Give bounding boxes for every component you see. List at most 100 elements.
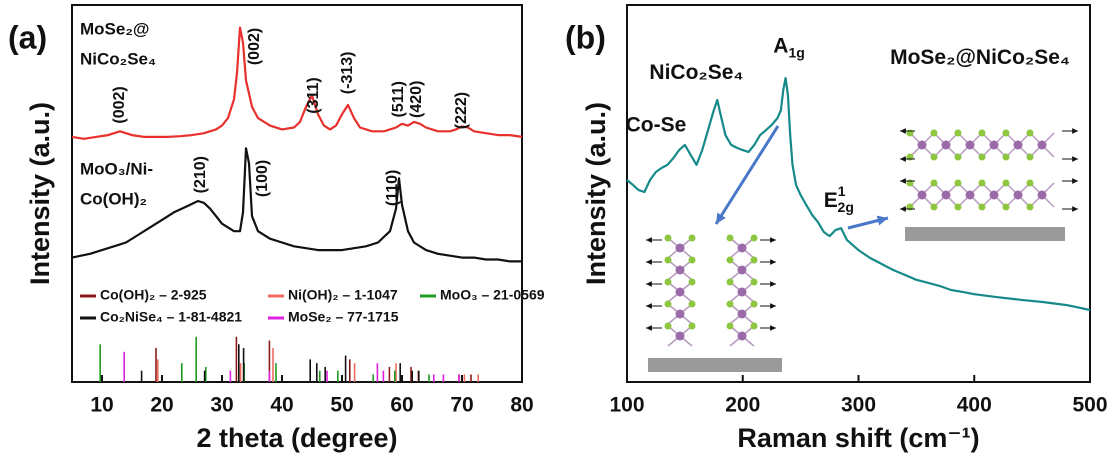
annotation: E1 2g	[824, 183, 854, 215]
series-label: Co(OH)₂	[80, 189, 147, 208]
se-atom	[978, 203, 986, 211]
annotation-text: (210)	[192, 156, 209, 193]
annotation-text: MoSe₂@NiCo₂Se₄	[890, 45, 1070, 68]
se-atom	[688, 256, 696, 264]
se-atom	[954, 203, 962, 211]
annotation: (420)	[408, 81, 425, 118]
se-atom	[688, 300, 696, 308]
legend-label: MoO₃ – 21-0569	[440, 287, 545, 303]
arrow-head	[900, 128, 906, 134]
se-atom	[1026, 153, 1034, 161]
annotation: (002)	[246, 28, 263, 65]
x-tick-label: 40	[270, 394, 293, 417]
mo-atom	[941, 190, 951, 200]
series-label: MoSe₂@	[80, 19, 149, 38]
annotation-text: NiCo₂Se₄	[649, 60, 743, 83]
mo-atom	[917, 140, 927, 150]
se-atom	[664, 256, 672, 264]
annotation-text: (002)	[111, 86, 128, 123]
x-tick-label: 70	[450, 394, 473, 417]
arrow-head	[770, 281, 776, 287]
series-label: NiCo₂Se₄	[80, 49, 156, 68]
se-atom	[930, 129, 938, 137]
annotation: (100)	[254, 160, 271, 197]
arrow-head	[646, 303, 652, 309]
annotation: (222)	[453, 92, 470, 129]
se-atom	[1002, 179, 1010, 187]
arrow-head	[770, 303, 776, 309]
se-atom	[726, 234, 734, 242]
arrow-head	[900, 178, 906, 184]
annotation-text: (110)	[384, 170, 401, 206]
mo-atom	[941, 140, 951, 150]
x-tick-label: 30	[210, 394, 233, 417]
annotation: (002)	[111, 86, 128, 123]
se-atom	[1002, 129, 1010, 137]
annotation-text: (420)	[408, 81, 425, 118]
annotation-text: (002)	[246, 28, 263, 65]
se-atom	[930, 153, 938, 161]
annotation: (-313)	[339, 52, 356, 95]
x-tick-label: 10	[90, 394, 113, 417]
mo-atom	[675, 331, 685, 341]
panel-letter: (a)	[8, 19, 47, 55]
x-tick-label: 20	[150, 394, 173, 417]
se-atom	[750, 278, 758, 286]
arrow-head	[646, 325, 652, 331]
se-atom	[978, 129, 986, 137]
annotation: MoSe₂@NiCo₂Se₄	[890, 45, 1070, 68]
schematics	[646, 125, 1078, 372]
se-atom	[726, 278, 734, 286]
se-atom	[726, 256, 734, 264]
mo-atom	[989, 190, 999, 200]
annotation-text: (311)	[305, 77, 322, 113]
x-tick-label: 200	[725, 394, 760, 417]
x-tick-label: 300	[841, 394, 876, 417]
annotation-text: (511)	[390, 81, 407, 117]
se-atom	[1002, 203, 1010, 211]
annotation-sub: 2g	[838, 199, 854, 215]
arrow-head	[770, 237, 776, 243]
annotation: (210)	[192, 156, 209, 193]
annotation-text: (222)	[453, 92, 470, 129]
legend-label: Co(OH)₂ – 2-925	[100, 287, 207, 303]
mo-atom	[737, 287, 747, 297]
se-atom	[688, 322, 696, 330]
annotation-text: (100)	[254, 160, 271, 197]
x-tick-label: 500	[1072, 394, 1107, 417]
se-atom	[664, 300, 672, 308]
annotation: A1g	[773, 34, 805, 60]
annotation-text: Co-Se	[626, 113, 687, 136]
se-atom	[750, 322, 758, 330]
arrow-head	[900, 206, 906, 212]
se-atom	[1026, 203, 1034, 211]
se-atom	[1002, 153, 1010, 161]
se-atom	[954, 129, 962, 137]
mo-atom	[737, 265, 747, 275]
x-tick-label: 400	[957, 394, 992, 417]
mo-atom	[675, 265, 685, 275]
panel-letter: (b)	[565, 19, 606, 55]
arrow-head	[646, 237, 652, 243]
data-line	[71, 147, 522, 263]
arrow-head	[900, 156, 906, 162]
mo-atom	[1013, 140, 1023, 150]
arrow-head	[876, 215, 888, 226]
annotation-sup: 1	[838, 183, 846, 199]
se-atom	[726, 300, 734, 308]
x-tick-label: 100	[609, 394, 644, 417]
annotation-text: E	[824, 189, 838, 212]
arrow-head	[646, 259, 652, 265]
y-axis-title: Intensity (a.u.)	[581, 102, 611, 285]
se-atom	[750, 256, 758, 264]
mo-atom	[917, 190, 927, 200]
se-atom	[664, 278, 672, 286]
annotation: (110)	[384, 170, 401, 206]
plot-frame	[71, 4, 523, 383]
annotation-sub: 1g	[788, 44, 804, 60]
mo-atom	[737, 331, 747, 341]
se-atom	[688, 234, 696, 242]
se-atom	[688, 278, 696, 286]
annotation: NiCo₂Se₄	[649, 60, 743, 83]
annotation: (311)	[305, 77, 322, 113]
